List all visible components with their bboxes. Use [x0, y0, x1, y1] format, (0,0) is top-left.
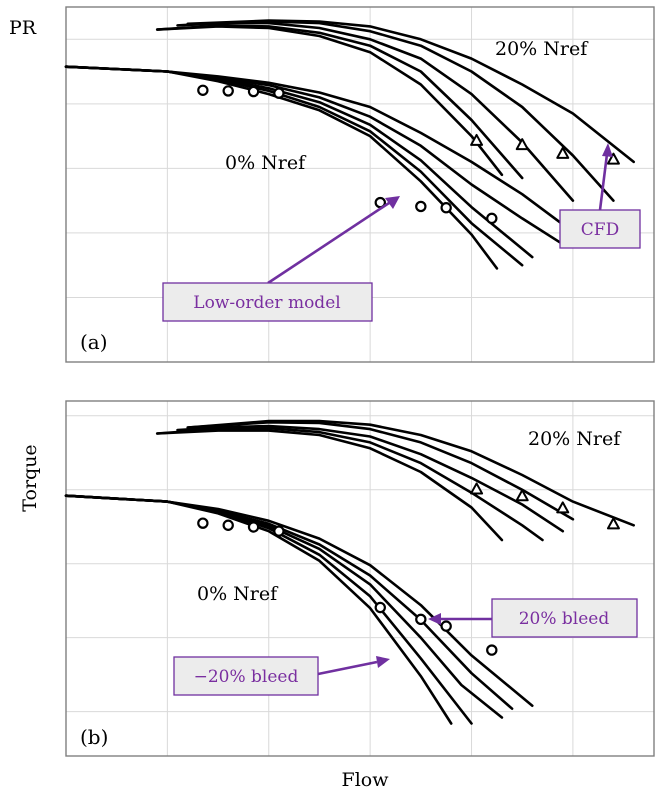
cfd-arrow	[598, 153, 609, 211]
panel-b-markers	[197, 482, 620, 656]
bleed-plus-box	[491, 598, 638, 638]
low-order-model-label: Low-order model	[193, 293, 340, 313]
cfd-box	[559, 209, 641, 249]
panel-a-markers	[197, 84, 620, 225]
bleed-minus-box	[173, 656, 319, 696]
low-order-model-marker-6	[415, 200, 427, 213]
low-order-model-marker-8	[486, 644, 498, 656]
speed-line-5	[64, 494, 534, 707]
cfd-marker-1	[470, 482, 484, 495]
panel-a-frame	[65, 6, 655, 363]
panel-a-label: (a)	[80, 330, 108, 354]
cfd-marker-1	[470, 133, 484, 146]
low-order-model-marker-3	[247, 85, 260, 98]
cfd-marker-2	[515, 138, 529, 151]
speed-line-6	[155, 429, 504, 542]
low-order-model-marker-5	[374, 196, 386, 209]
low-order-model-marker-4	[273, 87, 285, 99]
cfd-arrowhead	[602, 143, 613, 157]
panel-b-speed-label-low: 0% Nref	[197, 583, 279, 605]
low-order-model-marker-6	[415, 613, 427, 626]
bleed-minus-label: −20% bleed	[194, 667, 299, 687]
low-order-model-marker-4	[273, 525, 285, 537]
bleed-plus-arrowhead	[428, 613, 441, 625]
low-order-model-marker-3	[247, 521, 260, 533]
panel-b-grid	[66, 401, 654, 756]
low-order-model-marker-2	[222, 85, 234, 97]
panel-b-frame	[65, 400, 655, 757]
panel-a-speed-label-high: 20% Nref	[495, 38, 589, 60]
panel-a: PR (a) 20% Nref 0% Nref Low-order model …	[9, 6, 655, 363]
low-order-model-marker-8	[486, 212, 498, 225]
low-order-model-box	[162, 282, 373, 322]
speed-line-5	[64, 65, 585, 241]
low-order-model-marker-1	[197, 84, 209, 96]
panel-b-curves	[64, 419, 635, 725]
low-order-model-marker-2	[222, 519, 234, 531]
panel-b: Torque (b) 20% Nref 0% Nref 20% bleed −2…	[19, 400, 655, 757]
low-order-model-marker-7	[440, 202, 452, 214]
cfd-marker-3	[556, 501, 570, 514]
speed-line-8	[176, 424, 565, 533]
panel-b-ylabel: Torque	[19, 444, 41, 511]
panel-a-speed-label-low: 0% Nref	[225, 152, 307, 174]
cfd-label: CFD	[581, 220, 619, 240]
low-order-model-marker-7	[440, 620, 452, 632]
speed-line-10	[186, 419, 635, 527]
speed-line-10	[186, 19, 635, 164]
low-order-model-marker-5	[374, 601, 386, 614]
cfd-marker-3	[556, 146, 570, 159]
cfd-marker-2	[515, 489, 529, 502]
bleed-minus-arrow	[317, 660, 378, 676]
bleed-minus-arrowhead	[376, 656, 390, 668]
panel-b-speed-label-high: 20% Nref	[528, 428, 622, 450]
panel-a-ylabel: PR	[9, 17, 37, 39]
panel-a-curves	[64, 19, 635, 270]
low-order-model-arrow	[267, 199, 393, 285]
speed-line-7	[155, 24, 524, 180]
cfd-marker-4	[606, 152, 620, 165]
speed-line-7	[155, 426, 544, 542]
panel-b-label: (b)	[80, 725, 108, 749]
cfd-marker-4	[606, 517, 620, 530]
bleed-plus-label: 20% bleed	[519, 609, 610, 629]
low-order-model-marker-1	[197, 517, 209, 529]
x-axis-label: Flow	[342, 769, 390, 791]
low-order-model-arrowhead	[385, 196, 400, 209]
